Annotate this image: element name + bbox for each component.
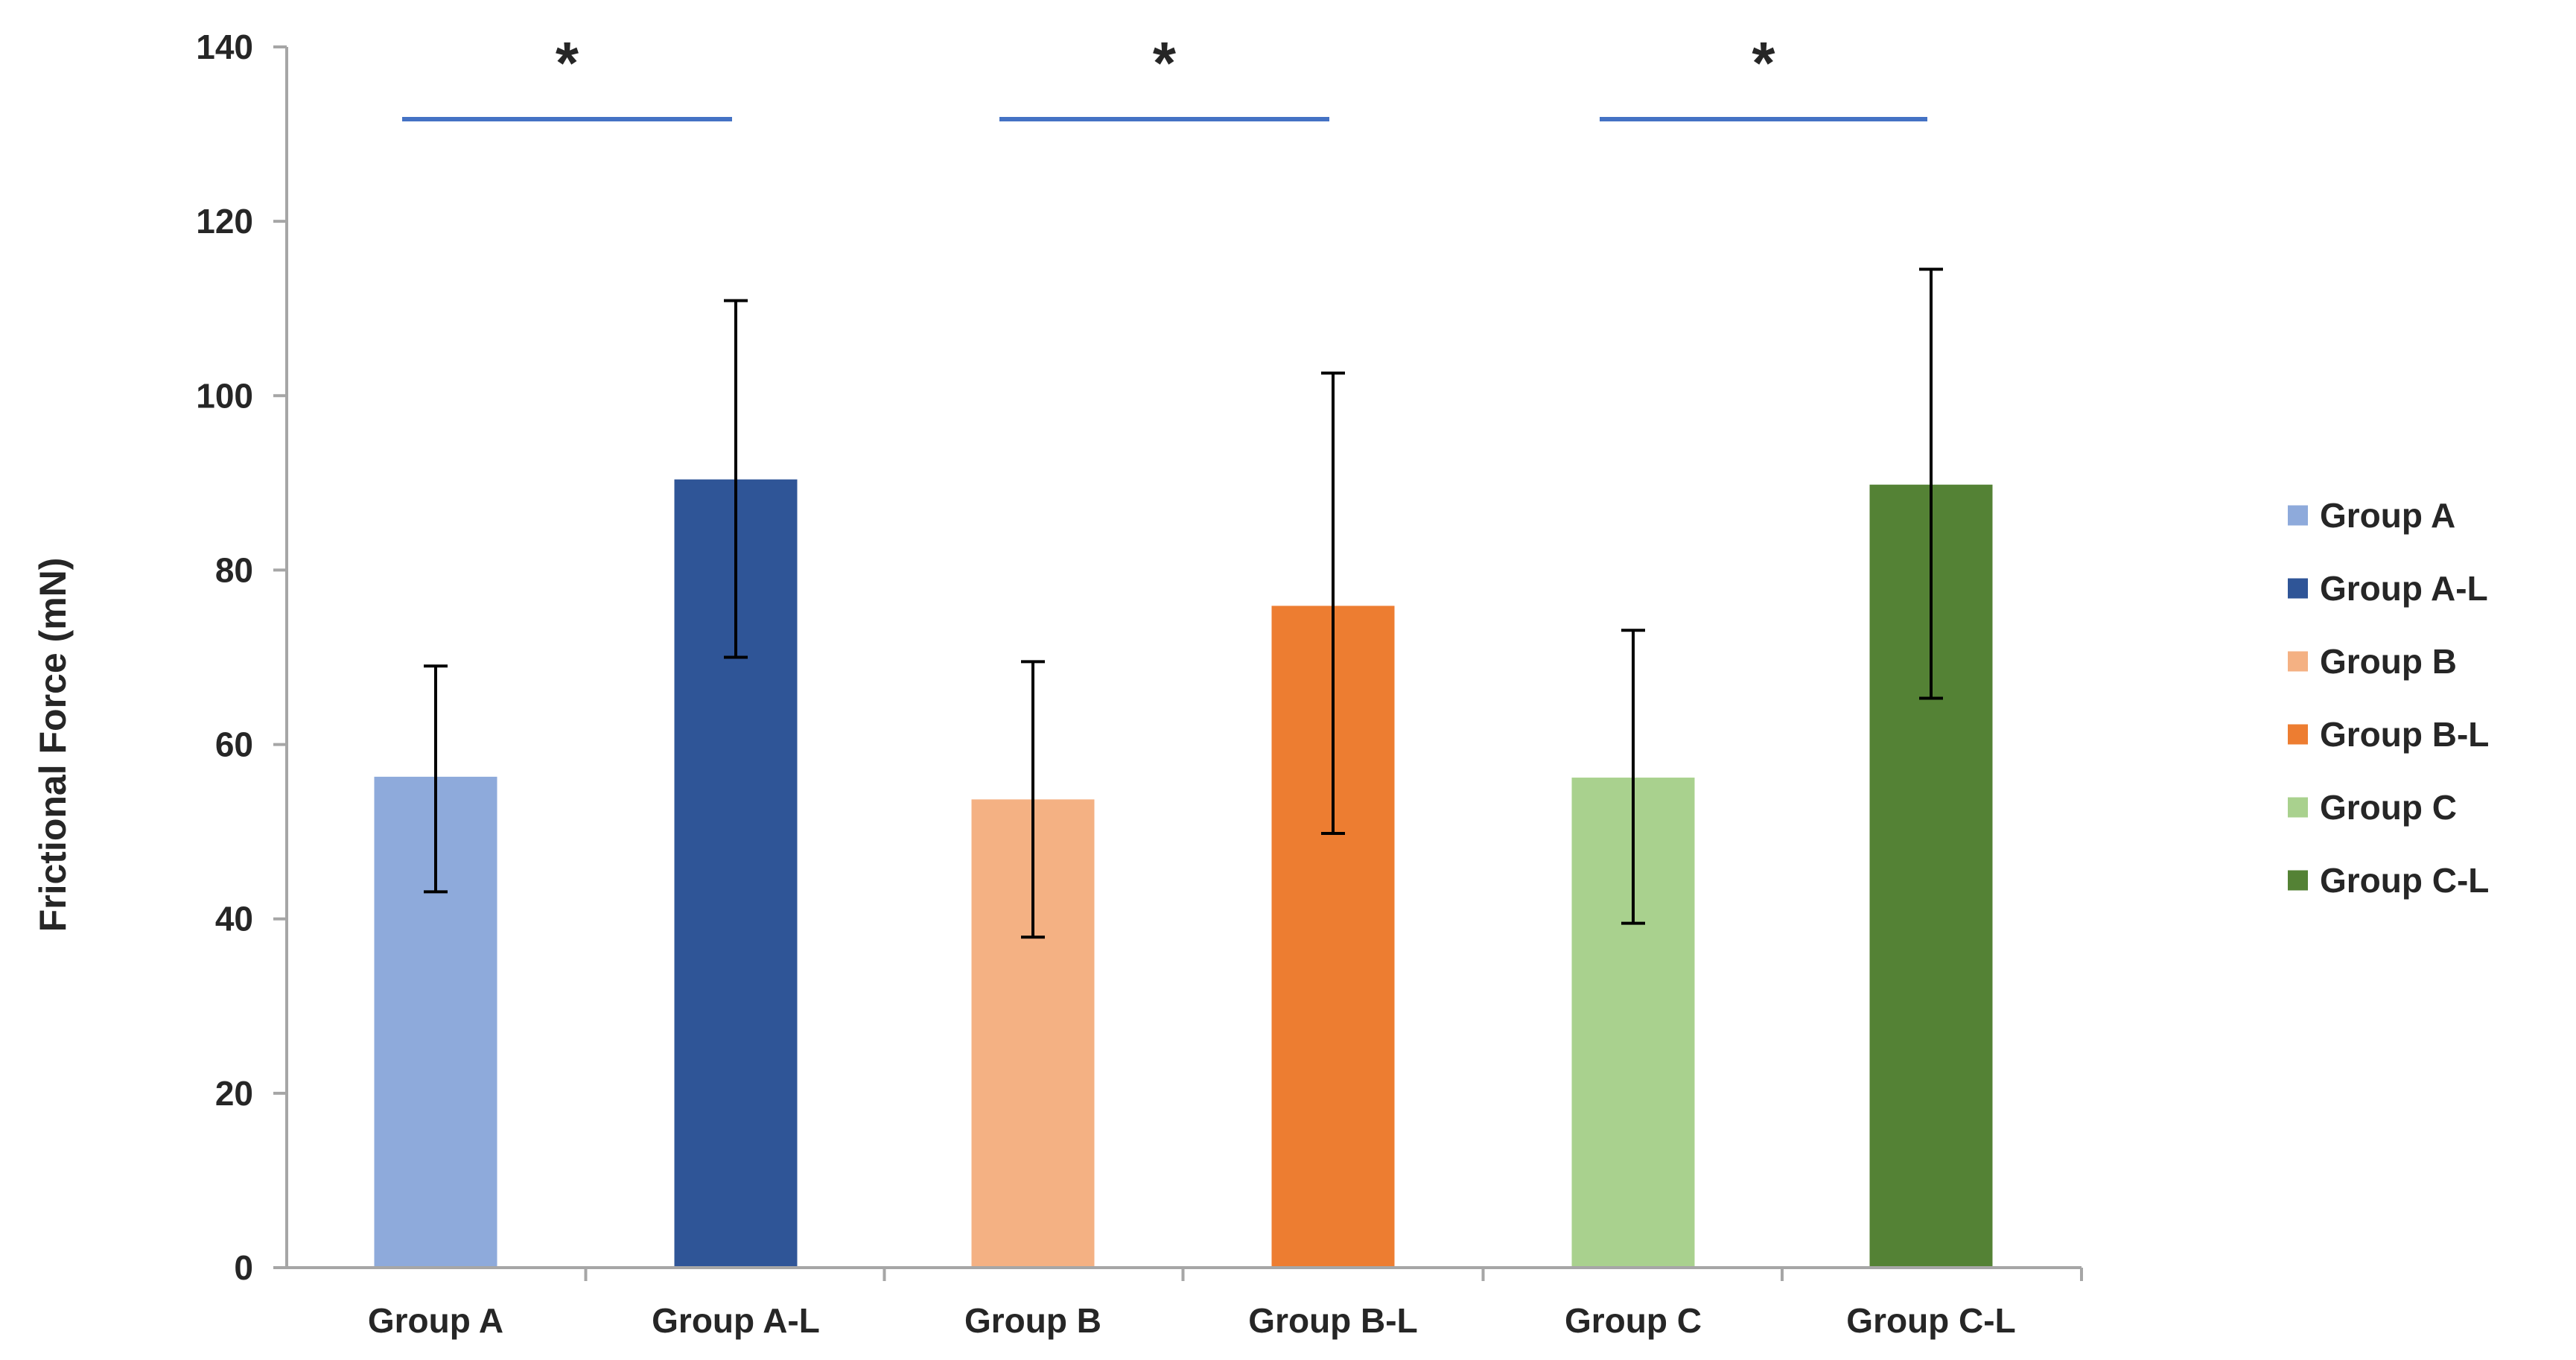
significance-layer: * * * — [402, 30, 1927, 121]
legend-label-group-a-l: Group A-L — [2320, 569, 2488, 608]
y-tick-label-100: 100 — [196, 376, 253, 415]
legend-item-group-c: Group C — [2288, 788, 2457, 827]
legend-swatch-group-b-l — [2288, 724, 2308, 745]
legend-label-group-c: Group C — [2320, 788, 2457, 827]
legend-item-group-b-l: Group B-L — [2288, 715, 2489, 754]
axes-layer: 0 20 40 60 80 100 120 140 Group A Group A-L Group … — [196, 28, 2083, 1340]
legend-item-group-c-l: Group C-L — [2288, 861, 2489, 900]
significance-group-c-vs-group-c-l: * — [1600, 30, 1927, 121]
y-tick-label-60: 60 — [215, 725, 253, 764]
y-tick-label-120: 120 — [196, 202, 253, 241]
significance-group-b-vs-group-b-l: * — [999, 30, 1329, 121]
legend-swatch-group-b — [2288, 651, 2308, 672]
error-bar-group-c-l — [1919, 267, 1943, 700]
legend: Group A Group A-L Group B Group B-L Group C G… — [2288, 496, 2489, 900]
y-tick-label-80: 80 — [215, 550, 253, 589]
x-tick-label-group-b-l: Group B-L — [1248, 1301, 1417, 1340]
error-bar-group-b-l — [1321, 371, 1345, 835]
legend-label-group-b: Group B — [2320, 642, 2457, 681]
error-bar-group-a-l — [724, 299, 748, 659]
x-tick-label-group-c: Group C — [1565, 1301, 1702, 1340]
legend-label-group-a: Group A — [2320, 496, 2455, 535]
error-bar-group-b — [1021, 660, 1045, 939]
bars-layer — [374, 479, 1993, 1268]
legend-label-group-c-l: Group C-L — [2320, 861, 2489, 900]
error-bar-group-c — [1621, 629, 1645, 925]
y-tick-label-40: 40 — [215, 900, 253, 938]
legend-label-group-b-l: Group B-L — [2320, 715, 2489, 754]
legend-swatch-group-c-l — [2288, 870, 2308, 891]
significance-group-a-vs-group-a-l: * — [402, 30, 732, 121]
legend-swatch-group-c — [2288, 797, 2308, 818]
legend-item-group-b: Group B — [2288, 642, 2457, 681]
y-axis-title-group: Frictional Force (mN) — [32, 558, 74, 932]
significance-star-3: * — [1752, 30, 1775, 96]
x-tick-label-group-c-l: Group C-L — [1846, 1301, 2015, 1340]
y-tick-label-0: 0 — [234, 1248, 253, 1287]
significance-star-2: * — [1153, 30, 1177, 96]
x-tick-label-group-a-l: Group A-L — [652, 1301, 820, 1340]
legend-item-group-a-l: Group A-L — [2288, 569, 2488, 608]
error-bars-layer — [424, 267, 1943, 939]
x-tick-label-group-a: Group A — [368, 1301, 503, 1340]
y-axis-title: Frictional Force (mN) — [32, 558, 74, 932]
error-bar-group-a — [424, 664, 448, 894]
legend-swatch-group-a — [2288, 505, 2308, 526]
y-tick-label-140: 140 — [196, 28, 253, 66]
legend-swatch-group-a-l — [2288, 578, 2308, 599]
y-tick-label-20: 20 — [215, 1074, 253, 1113]
legend-item-group-a: Group A — [2288, 496, 2455, 535]
significance-star-1: * — [556, 30, 579, 96]
x-tick-label-group-b: Group B — [964, 1301, 1101, 1340]
